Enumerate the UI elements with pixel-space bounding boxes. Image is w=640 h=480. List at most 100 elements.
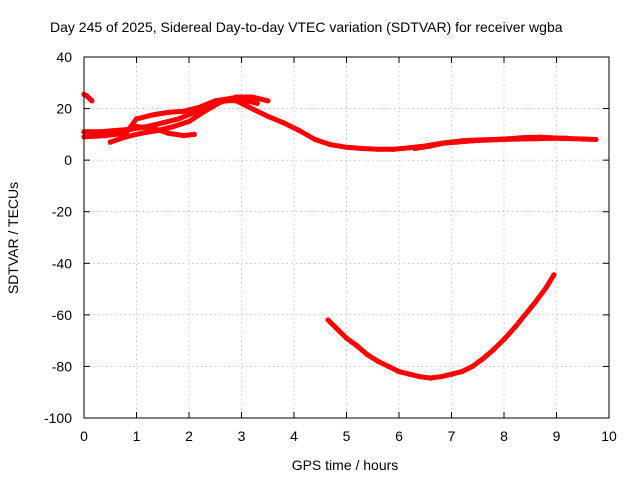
data-point [417,374,423,380]
data-point [564,135,570,141]
data-point [448,371,455,377]
data-point [593,136,599,143]
data-point [459,138,465,144]
x-tick-label: 8 [500,428,508,444]
data-point [438,374,444,380]
data-point [385,363,392,369]
x-axis-label: GPS time / hours [292,457,399,473]
data-point [375,146,381,152]
data-point [406,145,413,151]
data-point [149,125,155,131]
data-point [328,142,334,148]
data-point [469,363,476,369]
x-tick-label: 9 [553,428,561,444]
series-main-band-a [81,98,599,152]
data-point [553,135,560,141]
data-point [123,134,129,140]
data-point [165,109,171,115]
data-point [217,99,224,105]
data-point [343,144,350,150]
data-point [181,108,187,114]
data-point [580,136,586,142]
data-point [233,94,239,100]
data-point [254,108,260,114]
series-lower-arc [325,272,557,381]
data-point [459,369,465,375]
x-tick-label: 10 [601,428,617,444]
data-point [412,145,418,152]
data-point [475,137,481,143]
data-point [375,358,381,364]
data-point [538,134,544,140]
data-point [312,136,318,143]
data-point [165,130,171,136]
data-point [149,112,155,118]
data-point [333,325,339,331]
data-point [191,131,197,137]
ticks: 0 1 2 3 4 5 6 7 8 9 10 40 20 0 -20 -40 -60 -80 -100 [44,49,617,444]
data-point [280,120,287,126]
x-tick-label: 2 [185,428,193,444]
series-late-band [412,134,570,151]
data-point [511,325,518,331]
data-point [265,113,271,119]
y-tick-label: -60 [52,307,72,323]
data-point [196,104,203,110]
data-point [97,129,103,135]
data-point [254,100,260,106]
x-tick-label: 4 [290,428,298,444]
grid [84,57,609,418]
data-point [343,335,350,341]
data-point [501,336,507,342]
data-point [102,133,108,139]
data-layer [81,91,599,381]
x-tick-label: 3 [238,428,246,444]
y-axis-label: SDTVAR / TECUs [5,182,21,294]
data-point [522,312,528,318]
data-point [551,272,557,278]
data-point [89,98,95,104]
data-point [296,127,302,134]
data-point [186,118,192,125]
data-point [532,299,539,305]
data-point [427,143,434,149]
x-tick-label: 1 [133,428,141,444]
data-point [244,103,250,109]
y-tick-label: -20 [52,204,72,220]
data-point [522,134,528,141]
data-point [170,124,176,130]
data-point [480,356,486,362]
data-point [391,146,397,152]
x-tick-label: 5 [343,428,351,444]
data-point [364,352,371,358]
data-point [543,285,549,291]
data-point [354,343,360,349]
y-tick-label: -40 [52,255,72,271]
data-point [359,145,365,152]
data-point [490,136,497,143]
data-point [133,124,140,130]
data-point [506,136,512,142]
data-point [175,116,182,122]
data-point [160,120,166,126]
y-tick-label: 20 [56,101,72,117]
data-point [181,133,187,139]
data-point [490,347,497,353]
y-tick-label: 0 [64,152,72,168]
y-tick-label: -80 [52,358,72,374]
x-tick-label: 0 [80,428,88,444]
data-point [406,371,413,377]
data-point [427,375,434,381]
data-point [265,98,271,104]
x-tick-label: 6 [395,428,403,444]
y-tick-label: 40 [56,49,72,65]
data-point [325,317,331,323]
y-tick-label: -100 [44,410,72,426]
chart-title: Day 245 of 2025, Sidereal Day-to-day VTE… [50,19,563,35]
data-point [202,108,208,114]
data-point [107,139,113,145]
x-tick-label: 7 [448,428,456,444]
data-point [249,94,255,100]
data-point [133,116,140,122]
